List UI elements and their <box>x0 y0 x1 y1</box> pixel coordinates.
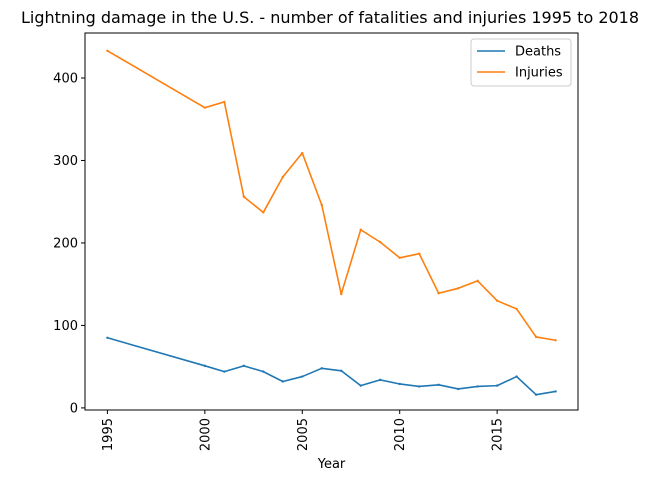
data-point-deaths-2009 <box>379 379 381 381</box>
data-point-injuries-2016 <box>515 308 517 310</box>
y-tick-label: 300 <box>53 154 78 169</box>
data-point-injuries-2011 <box>418 252 420 254</box>
data-point-injuries-2018 <box>554 339 556 341</box>
data-point-deaths-2003 <box>262 370 264 372</box>
plot-area <box>106 50 557 396</box>
y-tick-label: 100 <box>53 319 78 334</box>
legend: Deaths Injuries <box>471 39 571 86</box>
y-tick-label: 400 <box>53 71 78 86</box>
series-line-deaths <box>107 338 555 395</box>
x-tick-label: 2010 <box>393 418 408 451</box>
data-point-deaths-1995 <box>106 337 108 339</box>
data-point-injuries-2007 <box>340 293 342 295</box>
data-point-deaths-2015 <box>496 384 498 386</box>
data-point-injuries-2005 <box>301 152 303 154</box>
data-point-injuries-2004 <box>282 176 284 178</box>
data-point-injuries-2006 <box>321 204 323 206</box>
data-point-injuries-2015 <box>496 299 498 301</box>
data-point-deaths-2007 <box>340 370 342 372</box>
data-point-injuries-2013 <box>457 287 459 289</box>
y-tick-label: 200 <box>53 236 78 251</box>
data-point-deaths-2010 <box>399 383 401 385</box>
data-point-deaths-2005 <box>301 375 303 377</box>
data-point-injuries-2014 <box>476 280 478 282</box>
y-axis: 0 100 200 300 400 <box>53 71 85 416</box>
data-point-injuries-2009 <box>379 241 381 243</box>
data-point-deaths-2016 <box>515 375 517 377</box>
data-point-injuries-2000 <box>204 106 206 108</box>
x-tick-label: 2005 <box>296 418 311 451</box>
data-point-injuries-2012 <box>437 292 439 294</box>
x-axis-label: Year <box>317 457 346 472</box>
series-line-injuries <box>107 51 555 341</box>
data-point-deaths-2001 <box>223 370 225 372</box>
data-point-injuries-2008 <box>360 229 362 231</box>
data-point-deaths-2008 <box>360 384 362 386</box>
data-point-deaths-2011 <box>418 385 420 387</box>
x-tick-label: 2015 <box>491 418 506 451</box>
data-point-injuries-2003 <box>262 211 264 213</box>
data-point-injuries-2017 <box>535 336 537 338</box>
data-point-deaths-2017 <box>535 394 537 396</box>
data-point-deaths-2012 <box>437 384 439 386</box>
data-point-injuries-2002 <box>243 196 245 198</box>
data-point-deaths-2018 <box>554 390 556 392</box>
legend-label-injuries: Injuries <box>515 66 563 81</box>
data-point-deaths-2006 <box>321 367 323 369</box>
legend-label-deaths: Deaths <box>515 45 561 60</box>
data-point-deaths-2004 <box>282 380 284 382</box>
data-point-injuries-2010 <box>399 257 401 259</box>
data-point-deaths-2013 <box>457 388 459 390</box>
y-tick-label: 0 <box>70 401 78 416</box>
x-tick-label: 1995 <box>101 418 116 451</box>
data-point-injuries-2001 <box>223 101 225 103</box>
data-point-injuries-1995 <box>106 50 108 52</box>
x-axis: 1995 2000 2005 2010 2015 <box>101 410 506 451</box>
data-point-deaths-2014 <box>476 385 478 387</box>
data-point-deaths-2002 <box>243 365 245 367</box>
data-point-deaths-2000 <box>204 365 206 367</box>
chart-title: Lightning damage in the U.S. - number of… <box>21 8 639 27</box>
x-tick-label: 2000 <box>198 418 213 451</box>
